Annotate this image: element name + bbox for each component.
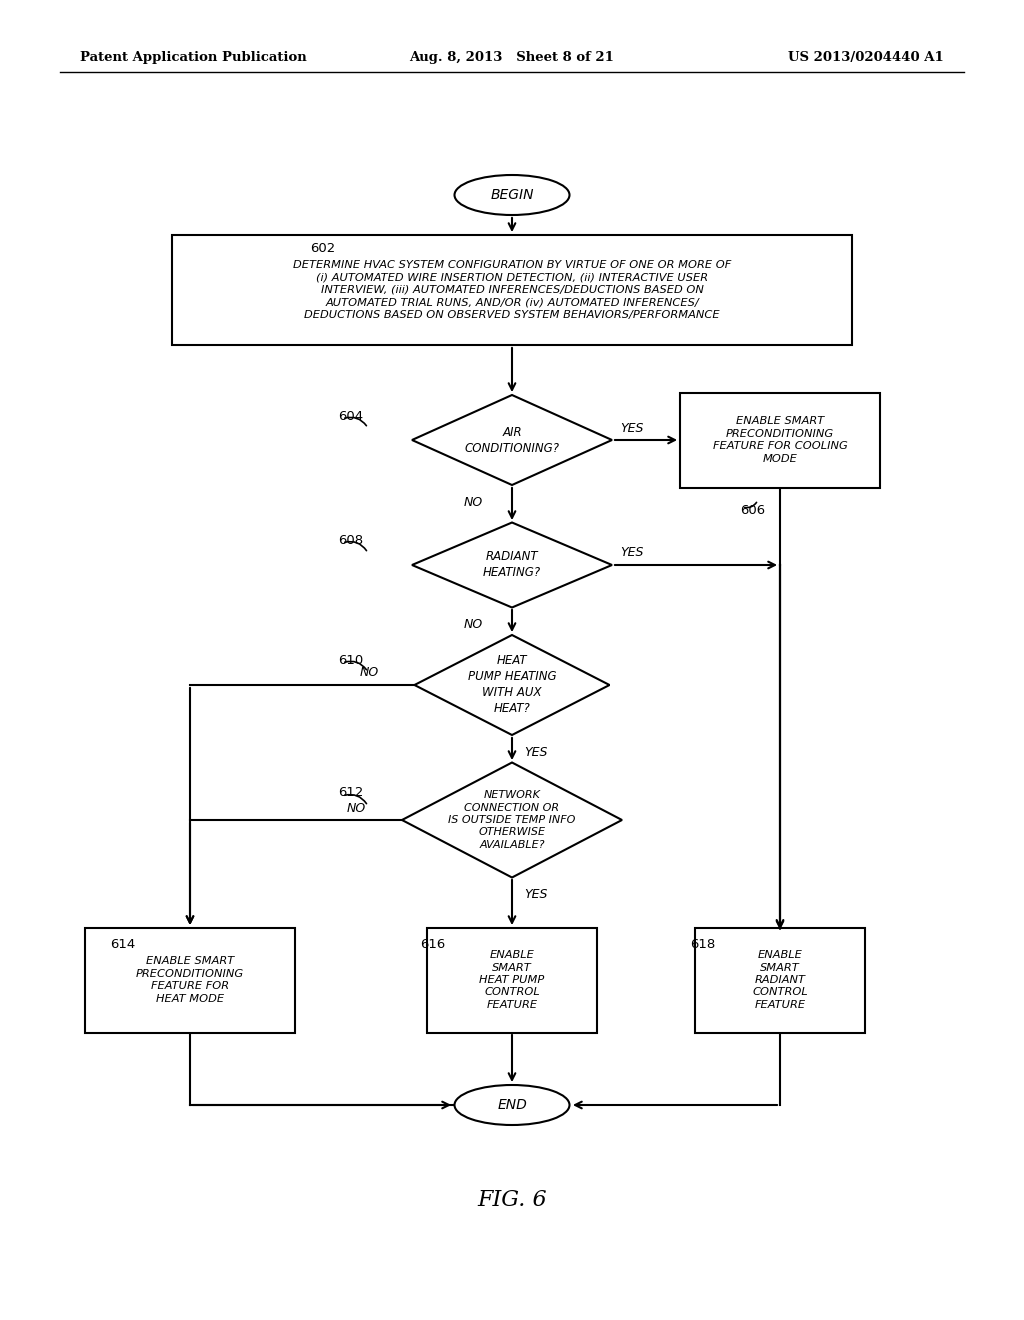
Text: 618: 618 bbox=[690, 939, 715, 952]
Text: Aug. 8, 2013   Sheet 8 of 21: Aug. 8, 2013 Sheet 8 of 21 bbox=[410, 51, 614, 65]
Text: ENABLE
SMART
HEAT PUMP
CONTROL
FEATURE: ENABLE SMART HEAT PUMP CONTROL FEATURE bbox=[479, 950, 545, 1010]
Polygon shape bbox=[412, 523, 612, 607]
Bar bbox=[85, 928, 295, 1032]
Text: NETWORK
CONNECTION OR
IS OUTSIDE TEMP INFO
OTHERWISE
AVAILABLE?: NETWORK CONNECTION OR IS OUTSIDE TEMP IN… bbox=[449, 791, 575, 850]
Text: NO: NO bbox=[464, 619, 483, 631]
Bar bbox=[695, 928, 865, 1032]
Polygon shape bbox=[412, 395, 612, 484]
Text: RADIANT
HEATING?: RADIANT HEATING? bbox=[483, 550, 541, 579]
Text: NO: NO bbox=[347, 801, 367, 814]
Bar bbox=[172, 235, 852, 345]
Text: US 2013/0204440 A1: US 2013/0204440 A1 bbox=[788, 51, 944, 65]
Text: 608: 608 bbox=[338, 533, 364, 546]
Text: 614: 614 bbox=[110, 939, 135, 952]
Text: 612: 612 bbox=[338, 787, 364, 800]
Text: YES: YES bbox=[524, 747, 548, 759]
Text: 616: 616 bbox=[420, 939, 445, 952]
Text: 602: 602 bbox=[310, 242, 335, 255]
Polygon shape bbox=[402, 763, 622, 878]
Text: DETERMINE HVAC SYSTEM CONFIGURATION BY VIRTUE OF ONE OR MORE OF
(i) AUTOMATED WI: DETERMINE HVAC SYSTEM CONFIGURATION BY V… bbox=[293, 260, 731, 319]
Text: NO: NO bbox=[360, 667, 379, 680]
Ellipse shape bbox=[455, 176, 569, 215]
Text: 610: 610 bbox=[338, 653, 364, 667]
Text: NO: NO bbox=[464, 496, 483, 510]
Text: END: END bbox=[497, 1098, 527, 1111]
Ellipse shape bbox=[455, 1085, 569, 1125]
Text: YES: YES bbox=[620, 421, 643, 434]
Text: Patent Application Publication: Patent Application Publication bbox=[80, 51, 307, 65]
Text: HEAT
PUMP HEATING
WITH AUX
HEAT?: HEAT PUMP HEATING WITH AUX HEAT? bbox=[468, 655, 556, 715]
Bar bbox=[680, 392, 880, 487]
Text: BEGIN: BEGIN bbox=[490, 187, 534, 202]
Text: ENABLE
SMART
RADIANT
CONTROL
FEATURE: ENABLE SMART RADIANT CONTROL FEATURE bbox=[752, 950, 808, 1010]
Text: AIR
CONDITIONING?: AIR CONDITIONING? bbox=[465, 425, 559, 454]
Text: 606: 606 bbox=[740, 503, 765, 516]
Bar bbox=[427, 928, 597, 1032]
Polygon shape bbox=[415, 635, 609, 735]
Text: YES: YES bbox=[620, 546, 643, 560]
Text: ENABLE SMART
PRECONDITIONING
FEATURE FOR COOLING
MODE: ENABLE SMART PRECONDITIONING FEATURE FOR… bbox=[713, 416, 848, 463]
Text: YES: YES bbox=[524, 888, 548, 902]
Text: FIG. 6: FIG. 6 bbox=[477, 1189, 547, 1210]
Text: ENABLE SMART
PRECONDITIONING
FEATURE FOR
HEAT MODE: ENABLE SMART PRECONDITIONING FEATURE FOR… bbox=[136, 957, 244, 1003]
Text: 604: 604 bbox=[338, 409, 364, 422]
